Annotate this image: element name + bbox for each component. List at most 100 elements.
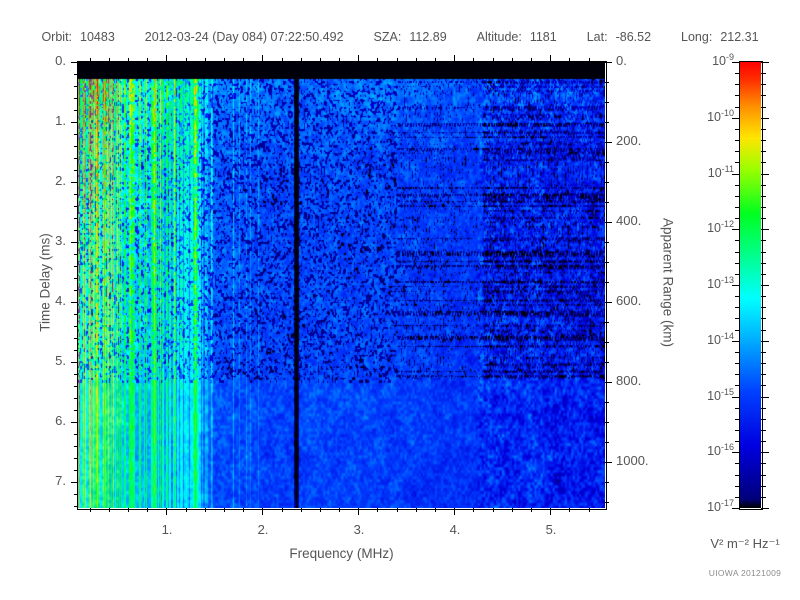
x-tick-minor-top xyxy=(301,58,302,62)
y-tick-major-2 xyxy=(71,182,78,183)
x-tick-minor-top xyxy=(339,58,340,62)
x-tick-minor xyxy=(589,508,590,512)
y-tick-minor xyxy=(74,470,78,471)
x-tick-minor xyxy=(377,508,378,512)
colorbar-tick-major-right-3 xyxy=(761,229,769,230)
y-tick-minor xyxy=(74,206,78,207)
colorbar-tick-major-right-1 xyxy=(761,118,769,119)
spectrogram-image xyxy=(78,62,605,508)
x-tick-major-0 xyxy=(166,508,167,515)
y-tick-label-2: 2. xyxy=(55,173,66,188)
colorbar-tick-minor-right xyxy=(761,129,766,130)
colorbar-tick-minor-right xyxy=(761,252,766,253)
y-tick-minor xyxy=(74,266,78,267)
y2-tick-major-5 xyxy=(605,462,612,463)
x-tick-minor xyxy=(224,508,225,512)
colorbar-tick-major-left-8 xyxy=(732,508,740,509)
x-tick-minor-top xyxy=(493,58,494,62)
y2-tick-label-1: 200. xyxy=(616,133,642,148)
colorbar-tick-major-right-5 xyxy=(761,341,769,342)
colorbar-tick-minor-right xyxy=(761,263,766,264)
y-tick-label-5: 5. xyxy=(55,353,66,368)
colorbar-tick-minor-right xyxy=(761,385,766,386)
y-tick-minor xyxy=(74,86,78,87)
y-tick-major-1 xyxy=(71,122,78,123)
y-tick-minor xyxy=(74,386,78,387)
colorbar-tick-minor-right xyxy=(761,151,766,152)
altitude-label: Altitude: xyxy=(476,30,522,44)
y-tick-minor xyxy=(74,146,78,147)
header-info-line: Orbit: 10483 2012-03-24 (Day 084) 07:22:50… xyxy=(0,30,800,44)
y-tick-major-7 xyxy=(71,482,78,483)
colorbar-tick-label-7: 10-16 xyxy=(707,442,734,459)
colorbar-tick-minor-left xyxy=(735,486,740,487)
colorbar-tick-minor-right xyxy=(761,441,766,442)
sza-value: 112.89 xyxy=(409,30,447,44)
y-tick-minor xyxy=(74,314,78,315)
orbit-value: 10483 xyxy=(80,30,115,44)
colorbar-tick-major-left-4 xyxy=(732,285,740,286)
colorbar-tick-minor-left xyxy=(735,274,740,275)
colorbar-tick-minor-right xyxy=(761,307,766,308)
colorbar-tick-minor-left xyxy=(735,185,740,186)
colorbar-tick-minor-right xyxy=(761,486,766,487)
y-tick-minor xyxy=(74,134,78,135)
y-tick-minor xyxy=(74,254,78,255)
colorbar-border xyxy=(739,61,763,510)
y-tick-minor xyxy=(74,458,78,459)
x-tick-minor xyxy=(282,508,283,512)
lat-value: -86.52 xyxy=(615,30,652,44)
y-tick-minor xyxy=(74,338,78,339)
colorbar-tick-minor-left xyxy=(735,196,740,197)
x-tick-minor-top xyxy=(320,58,321,62)
colorbar-tick-minor-right xyxy=(761,497,766,498)
y-tick-label-1: 1. xyxy=(55,113,66,128)
x-tick-minor-top xyxy=(473,58,474,62)
colorbar-tick-minor-left xyxy=(735,263,740,264)
colorbar-tick-minor-right xyxy=(761,318,766,319)
y-tick-minor xyxy=(74,158,78,159)
colorbar-tick-label-2: 10-11 xyxy=(707,164,734,181)
colorbar-tick-minor-left xyxy=(735,441,740,442)
y2-tick-minor xyxy=(605,442,609,443)
y-tick-minor xyxy=(74,398,78,399)
colorbar-tick-minor-right xyxy=(761,140,766,141)
y-tick-minor xyxy=(74,446,78,447)
colorbar-tick-minor-right xyxy=(761,363,766,364)
y2-tick-minor xyxy=(605,262,609,263)
colorbar-tick-minor-left xyxy=(735,84,740,85)
colorbar-tick-minor-right xyxy=(761,430,766,431)
colorbar-tick-minor-right xyxy=(761,185,766,186)
x-tick-label-3: 4. xyxy=(449,522,461,537)
y-tick-major-0 xyxy=(71,62,78,63)
colorbar-tick-minor-left xyxy=(735,497,740,498)
colorbar-tick-minor-right xyxy=(761,330,766,331)
colorbar-tick-minor-left xyxy=(735,240,740,241)
colorbar-tick-minor-left xyxy=(735,140,740,141)
colorbar-tick-minor-left xyxy=(735,385,740,386)
colorbar-tick-minor-left xyxy=(735,352,740,353)
observation-datetime: 2012-03-24 (Day 084) 07:22:50.492 xyxy=(144,30,344,44)
x-tick-minor-top xyxy=(109,58,110,62)
y2-tick-minor xyxy=(605,82,609,83)
y-tick-minor xyxy=(74,278,78,279)
colorbar-tick-minor-left xyxy=(735,95,740,96)
colorbar-tick-label-3: 10-12 xyxy=(707,219,734,236)
x-tick-label-1: 2. xyxy=(257,522,269,537)
y-tick-major-4 xyxy=(71,302,78,303)
y-tick-minor xyxy=(74,410,78,411)
x-tick-minor-top xyxy=(569,58,570,62)
colorbar-tick-minor-right xyxy=(761,95,766,96)
y-tick-minor xyxy=(74,374,78,375)
colorbar-tick-minor-right xyxy=(761,196,766,197)
x-tick-major-top-3 xyxy=(454,55,455,62)
x-tick-minor xyxy=(128,508,129,512)
y-tick-label-7: 7. xyxy=(55,473,66,488)
x-tick-label-0: 1. xyxy=(161,522,173,537)
y-tick-major-5 xyxy=(71,362,78,363)
x-tick-major-top-4 xyxy=(550,55,551,62)
x-tick-minor xyxy=(397,508,398,512)
colorbar-tick-label-4: 10-13 xyxy=(707,275,734,292)
x-tick-minor-top xyxy=(147,58,148,62)
y-axis-title-time-delay: Time Delay (ms) xyxy=(37,233,53,332)
